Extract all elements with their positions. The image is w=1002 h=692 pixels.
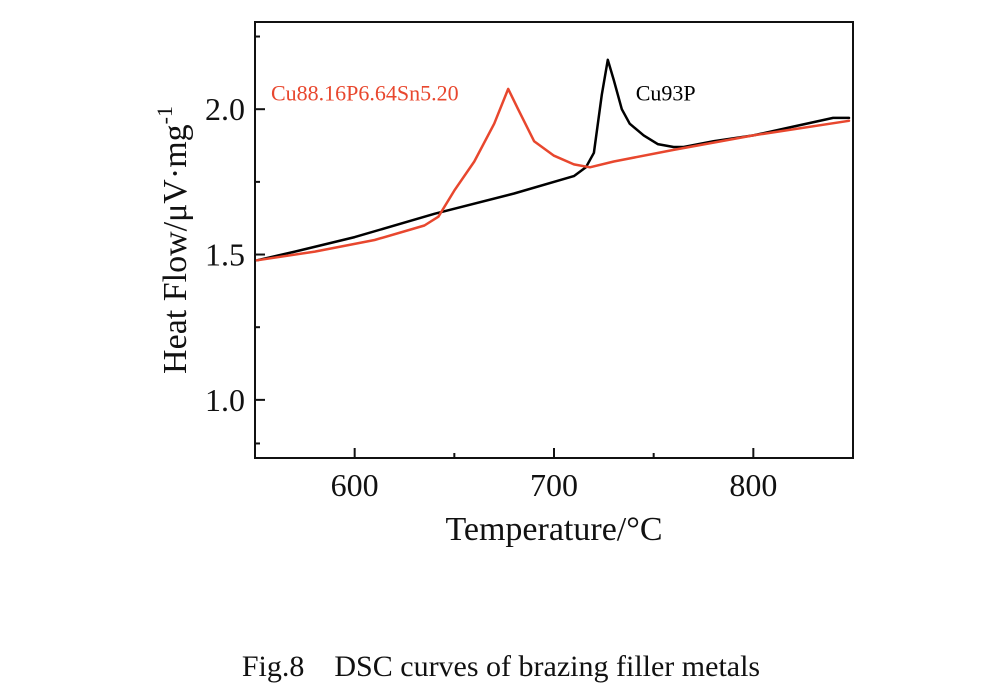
series-label-cu93p: Cu93P (636, 80, 696, 105)
x-tick-label: 800 (729, 467, 777, 503)
dsc-chart: 600 700 800 1.0 1.5 2.0 Temperature/°C Heat F… (152, 21, 854, 548)
y-axis-title-main: Heat Flow/μV·mg (157, 124, 194, 374)
x-tick-label: 700 (530, 467, 578, 503)
series-label-cu88-sn: Cu88.16P6.64Sn5.20 (271, 80, 459, 105)
x-tick-label: 600 (331, 467, 379, 503)
y-tick-label: 1.5 (205, 237, 245, 273)
y-tick-label: 2.0 (205, 91, 245, 127)
series-line-cu88-sn (255, 87, 851, 262)
y-axis-title: Heat Flow/μV·mg-1 (152, 106, 194, 374)
figure-caption: Fig.8 DSC curves of brazing filler metal… (241, 650, 761, 683)
x-axis-title: Temperature/°C (445, 511, 662, 548)
y-tick-label: 1.0 (205, 382, 245, 418)
y-axis-title-superscript: -1 (152, 106, 177, 124)
